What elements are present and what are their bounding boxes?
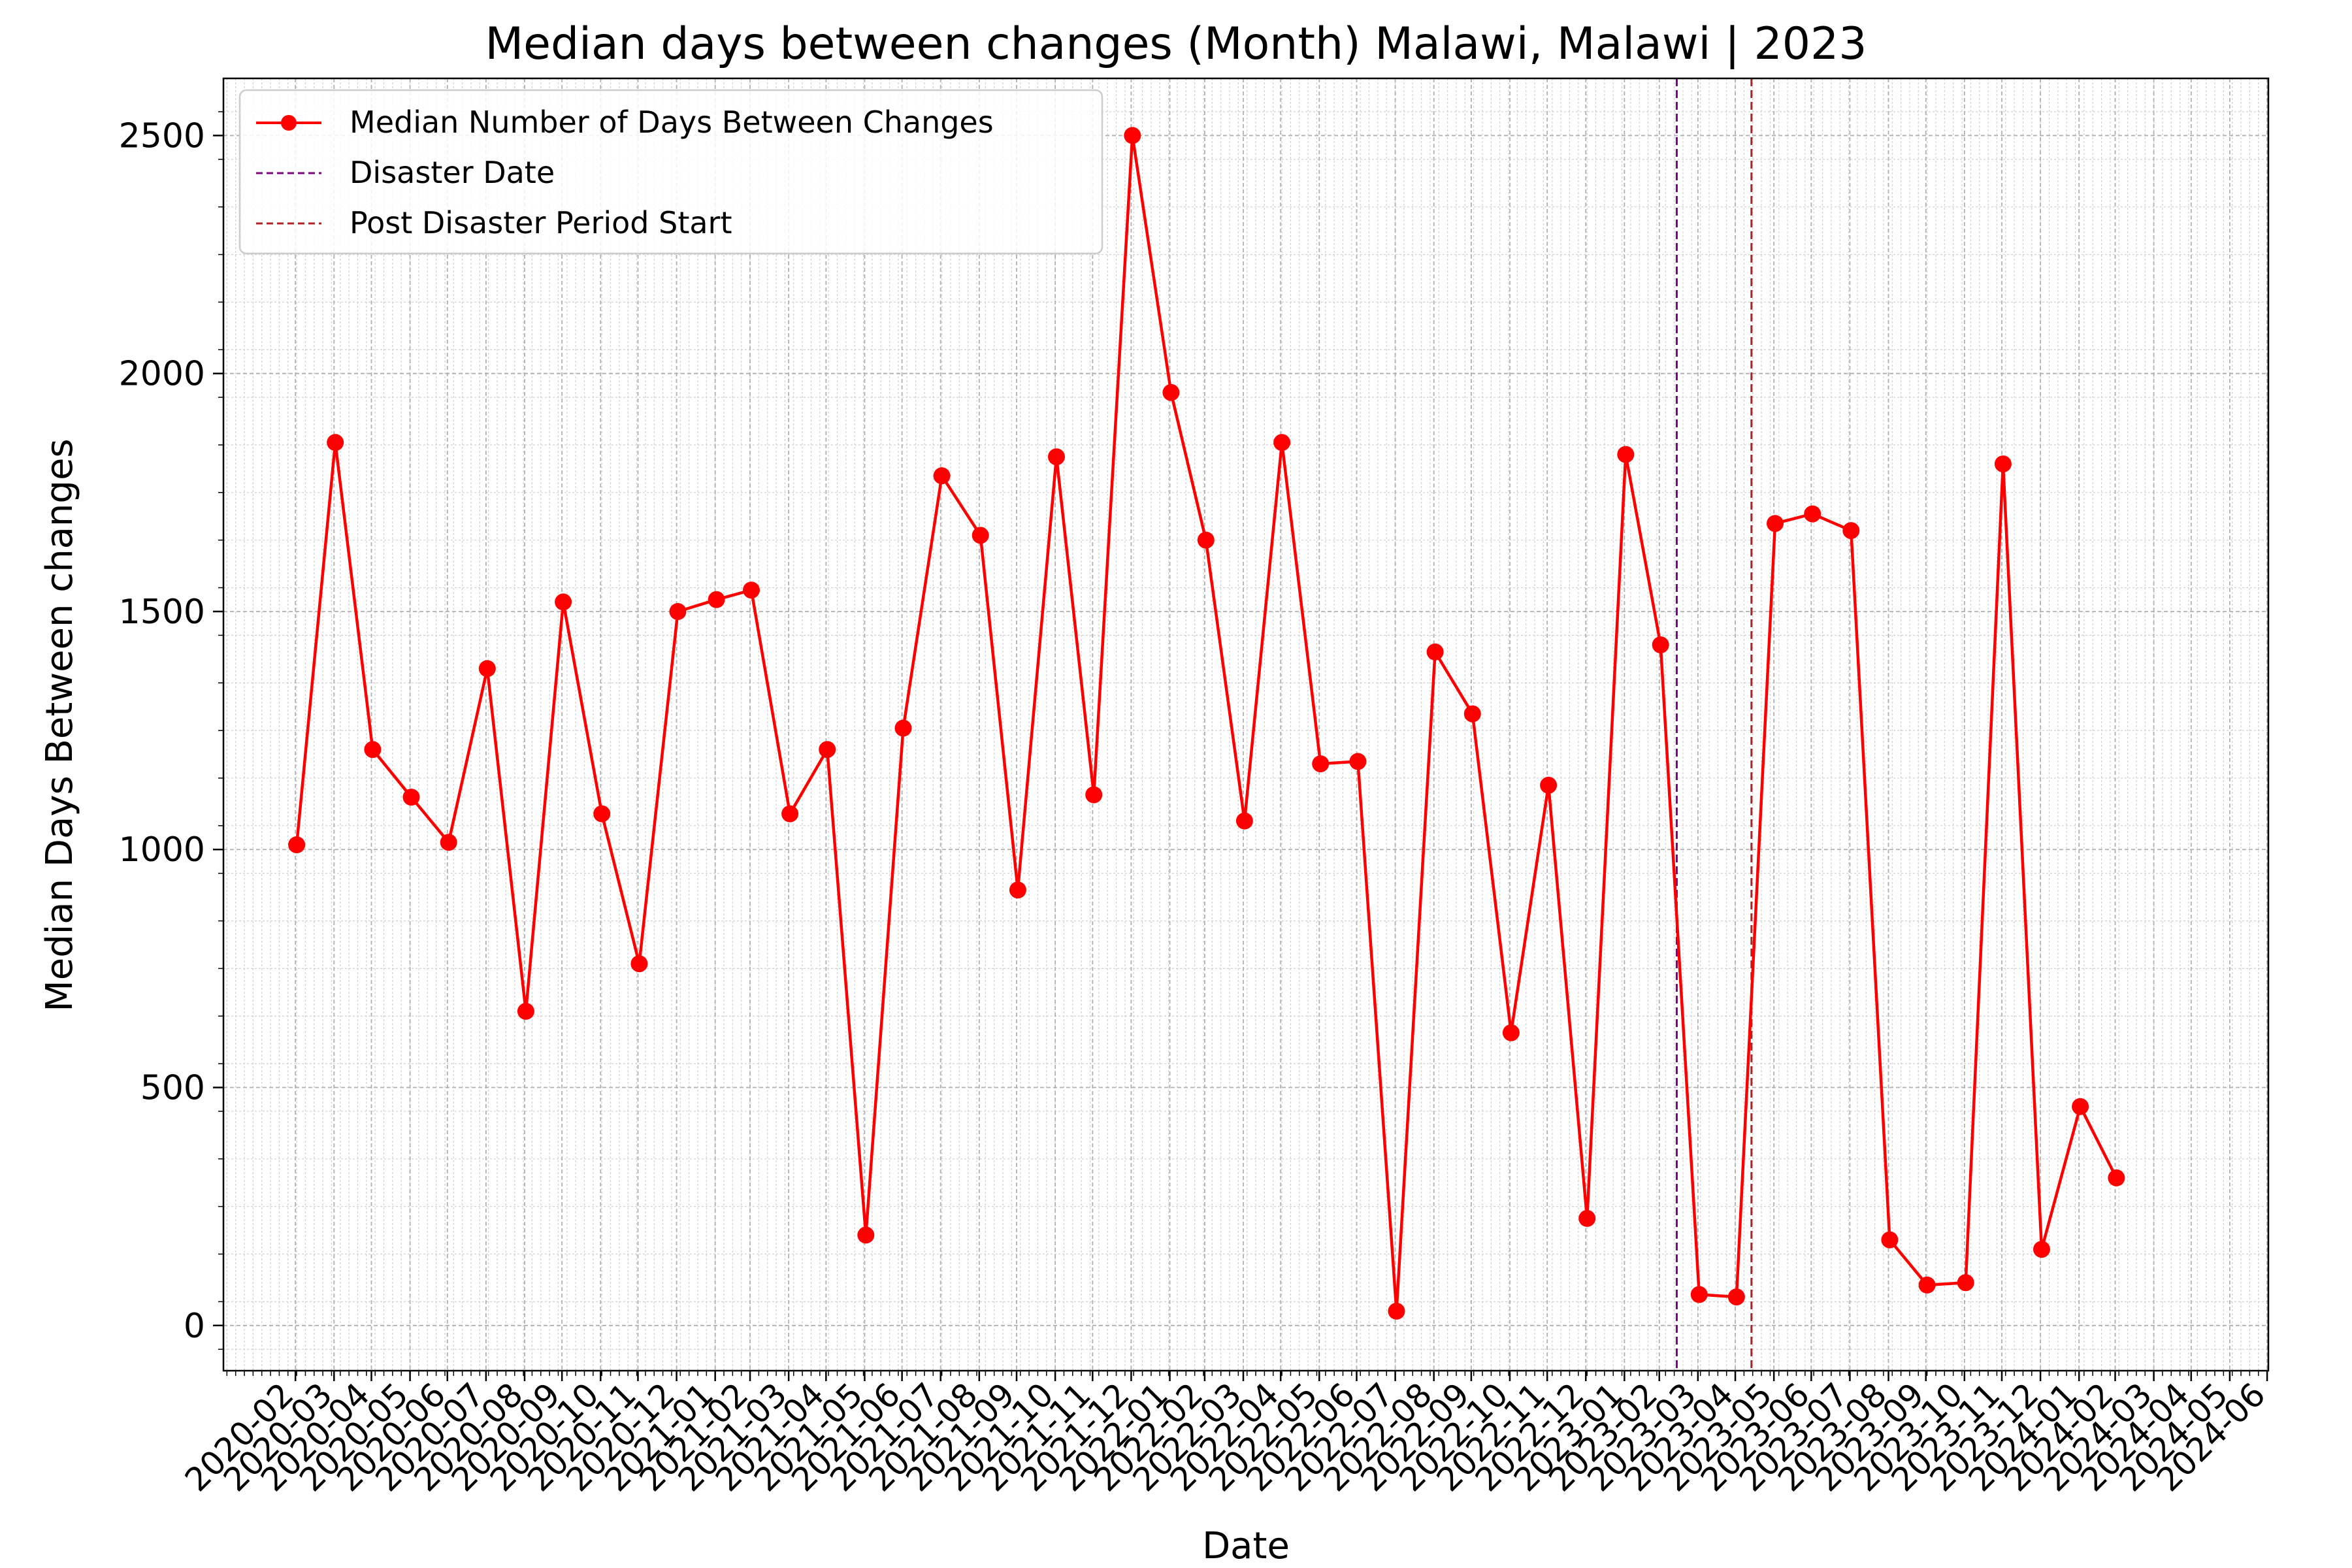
data-point bbox=[1540, 776, 1558, 794]
y-axis-label: Median Days Between changes bbox=[39, 438, 81, 1011]
legend-item-post-disaster: Post Disaster Period Start bbox=[256, 205, 732, 240]
data-point bbox=[933, 467, 951, 485]
data-point bbox=[478, 660, 496, 678]
data-point bbox=[972, 527, 989, 544]
data-point bbox=[630, 955, 648, 973]
data-point bbox=[1690, 1286, 1708, 1303]
legend-label-post-disaster: Post Disaster Period Start bbox=[350, 205, 732, 240]
legend-series-marker-swatch bbox=[281, 115, 297, 131]
data-point bbox=[1804, 505, 1821, 523]
data-point bbox=[743, 581, 760, 599]
data-point bbox=[1349, 753, 1367, 770]
data-point bbox=[1842, 522, 1860, 540]
data-point bbox=[440, 834, 457, 851]
data-point bbox=[894, 719, 912, 737]
data-point bbox=[402, 789, 420, 806]
data-point bbox=[1273, 434, 1291, 451]
data-point bbox=[1727, 1288, 1745, 1306]
data-point bbox=[1994, 455, 2012, 473]
data-point bbox=[1235, 812, 1253, 830]
reference-lines bbox=[1675, 78, 1753, 1371]
data-point bbox=[555, 593, 572, 611]
data-point bbox=[1197, 531, 1215, 549]
data-point bbox=[1502, 1024, 1520, 1041]
plot-frame bbox=[222, 77, 2270, 1372]
data-point bbox=[1426, 643, 1444, 661]
data-point bbox=[1652, 636, 1669, 653]
legend-item-series: Median Number of Days Between Changes bbox=[256, 105, 994, 140]
data-point bbox=[781, 805, 799, 823]
data-point bbox=[593, 805, 611, 823]
y-tick-label: 500 bbox=[140, 1069, 205, 1108]
data-point bbox=[708, 591, 725, 608]
x-axis: 2020-022020-032020-042020-052020-062020-… bbox=[178, 1371, 2273, 1499]
x-axis-label: Date bbox=[1202, 1525, 1290, 1567]
data-point bbox=[1009, 881, 1026, 899]
data-point bbox=[327, 434, 344, 451]
y-axis: 0 500 1000 1500 2000 2500 bbox=[119, 111, 223, 1350]
data-point bbox=[1085, 786, 1103, 804]
data-point bbox=[1048, 448, 1065, 466]
data-point bbox=[1124, 127, 1141, 144]
y-tick-label: 1000 bbox=[119, 830, 205, 870]
y-tick-label: 1500 bbox=[119, 593, 205, 632]
y-tick-label: 2500 bbox=[119, 116, 205, 155]
legend-item-disaster: Disaster Date bbox=[256, 155, 555, 190]
data-point bbox=[1881, 1231, 1899, 1249]
legend-label-disaster: Disaster Date bbox=[350, 155, 555, 190]
legend-label-series: Median Number of Days Between Changes bbox=[350, 105, 994, 140]
data-point bbox=[1162, 384, 1180, 401]
data-point bbox=[1617, 446, 1635, 463]
chart-title: Median days between changes (Month) Mala… bbox=[485, 18, 1867, 70]
series-layer bbox=[288, 127, 2125, 1320]
data-point bbox=[2072, 1098, 2089, 1115]
legend: Median Number of Days Between Changes Di… bbox=[238, 89, 1103, 255]
data-point bbox=[1918, 1276, 1936, 1294]
data-point bbox=[819, 741, 836, 759]
data-point bbox=[288, 836, 306, 853]
data-point bbox=[2033, 1241, 2050, 1258]
data-point bbox=[1767, 515, 1784, 532]
data-point bbox=[1957, 1274, 1974, 1292]
data-point bbox=[857, 1226, 875, 1244]
data-point bbox=[517, 1002, 534, 1020]
data-point bbox=[669, 603, 687, 620]
data-point bbox=[1463, 705, 1481, 723]
y-tick-label: 0 bbox=[184, 1307, 205, 1346]
legend-box bbox=[238, 89, 1103, 255]
y-tick-label: 2000 bbox=[119, 355, 205, 394]
data-point bbox=[1312, 755, 1330, 773]
data-point bbox=[364, 741, 382, 759]
data-point bbox=[2108, 1169, 2125, 1186]
data-point bbox=[1578, 1209, 1596, 1227]
data-point bbox=[1388, 1302, 1405, 1320]
